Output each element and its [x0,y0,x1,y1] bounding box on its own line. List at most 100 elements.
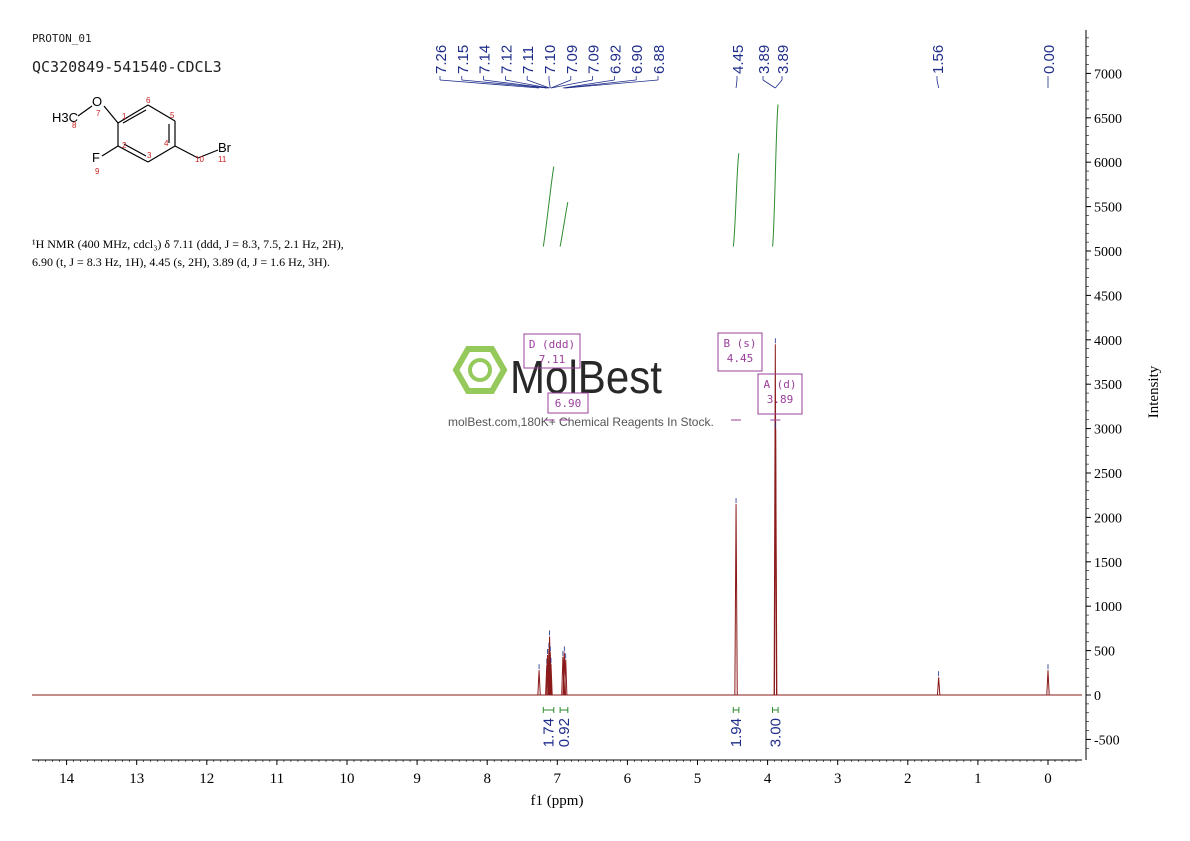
peak-label: 7.12 [498,45,515,74]
peak-label-connector [562,79,615,89]
y-tick-label: 1500 [1094,556,1122,571]
atom-number-3: 3 [147,151,152,160]
x-tick-label: 11 [270,771,284,787]
y-tick-label: 6500 [1094,112,1122,127]
integral-curve [542,166,555,247]
y-tick-label: 5000 [1094,245,1122,260]
x-tick-label: 8 [483,771,491,787]
peak-label: 4.45 [730,45,747,74]
peak-label-connector [483,79,548,89]
peak-label: 3.89 [756,45,773,74]
peak-label-connector [461,79,547,89]
spectrum [32,338,1082,696]
multiplet-label: D (ddd) [529,338,575,351]
integral-value: 3.00 [767,718,784,747]
peak-label-connector [550,79,571,89]
integral-value: 0.92 [556,718,573,747]
y-tick-label: 4000 [1094,334,1122,349]
bond-c3-c2-double [123,143,147,157]
peak-label: 6.92 [607,45,624,74]
peak-label: 0.00 [1041,45,1058,74]
peak-label-connector [762,79,776,89]
multiplet-label: B (s) [723,337,756,350]
x-tick-label: 13 [129,771,144,787]
multiplet-value: 4.45 [727,352,754,365]
peak-label: 7.14 [477,45,494,74]
integral-curve [772,104,779,247]
x-tick-label: 4 [764,771,772,787]
peak-label-connector [439,79,540,89]
watermark-tagline: molBest.com,180K+ Chemical Reagents In S… [448,415,714,429]
peak-label: 7.10 [542,45,559,74]
spectrum-peak [537,670,541,696]
y-tick-label: -500 [1094,733,1120,748]
peak-labels: 7.26 7.15 7.14 7.12 7.11 7.10 7.09 7.09 6.92 6.90… [433,45,1058,89]
multiplet-boxes: D (ddd) 7.11 6.90 B (s) 4.45 A (d) 3.89 [523,332,803,421]
bond-c2-f9 [101,145,119,157]
x-tick-label: 6 [624,771,632,787]
peak-label-connector [936,79,940,89]
y-tick-label: 7000 [1094,67,1122,82]
atom-number-10: 10 [195,155,204,164]
bond-c10-br11 [197,149,219,159]
x-tick-label: 14 [59,771,75,787]
y-tick-label: 500 [1094,645,1115,660]
y-tick-label: 0 [1094,689,1101,704]
bond-c4-c3 [147,145,176,163]
sample-id: QC320849-541540-CDCL3 [32,58,222,76]
spectrum-peak [548,652,552,696]
y-tick-label: 2000 [1094,511,1122,526]
multiplet-label: A (d) [763,378,796,391]
multiplet-value: 3.89 [767,393,794,406]
bond-c3-c2 [117,145,149,163]
bond-o7-c8 [77,105,93,117]
atom-number-7: 7 [96,109,101,118]
x-tick-label: 5 [694,771,702,787]
pulse-name: PROTON_01 [32,32,92,45]
x-tick-label: 2 [904,771,912,787]
x-tick-label: 9 [413,771,421,787]
peak-label: 7.09 [586,45,603,74]
y-tick-label: 6000 [1094,156,1122,171]
spectrum-peak [564,659,568,696]
atom-number-4: 4 [164,139,169,148]
x-tick-label: 12 [199,771,214,787]
peak-label: 7.11 [520,46,537,74]
axes: 14 13 12 11 10 9 8 7 6 5 4 3 2 1 0f1 (ppm)700065006000… [32,30,1162,809]
spectrum-peak [734,504,738,696]
bond-c1-c6 [117,104,149,124]
integrals: 1.740.92 1.94 3.00 [541,104,784,747]
peak-label-connector [527,79,550,89]
multiplet-box [757,373,803,415]
y-tick-label: 3000 [1094,423,1122,438]
peak-label-connector [505,79,549,89]
x-tick-label: 7 [554,771,562,787]
x-tick-label: 3 [834,771,842,787]
atom-methyl: H3C [52,110,78,125]
peak-label: 7.26 [433,45,450,74]
peak-label: 3.89 [775,45,792,74]
y-axis-label: Intensity [1146,365,1162,418]
multiplet-box [523,333,581,369]
y-tick-label: 2500 [1094,467,1122,482]
atom-number-5: 5 [170,111,175,120]
peak-label-connector [548,79,551,89]
y-tick-label: 3500 [1094,378,1122,393]
integral-curve [732,153,740,247]
atom-number-11: 11 [218,155,227,164]
nmr-report-line-1: ¹H NMR (400 MHz, cdcl₃) δ 7.11 (ddd, J =… [32,237,344,251]
bond-c1-c6-double [122,109,147,124]
watermark: MolBest molBest.com,180K+ Chemical Reage… [448,346,714,429]
peak-label-connector [775,79,783,89]
atom-number-9: 9 [95,167,100,176]
peak-label: 6.90 [629,45,646,74]
multiplet-box [717,332,763,372]
peak-label: 1.56 [930,45,947,74]
multiplet-value: 6.90 [555,397,582,410]
x-axis-label: f1 (ppm) [531,793,584,809]
peak-label-connector [564,79,637,89]
multiplet-box [547,392,589,414]
spectrum-peak [549,663,553,696]
peak-label: 7.09 [564,45,581,74]
